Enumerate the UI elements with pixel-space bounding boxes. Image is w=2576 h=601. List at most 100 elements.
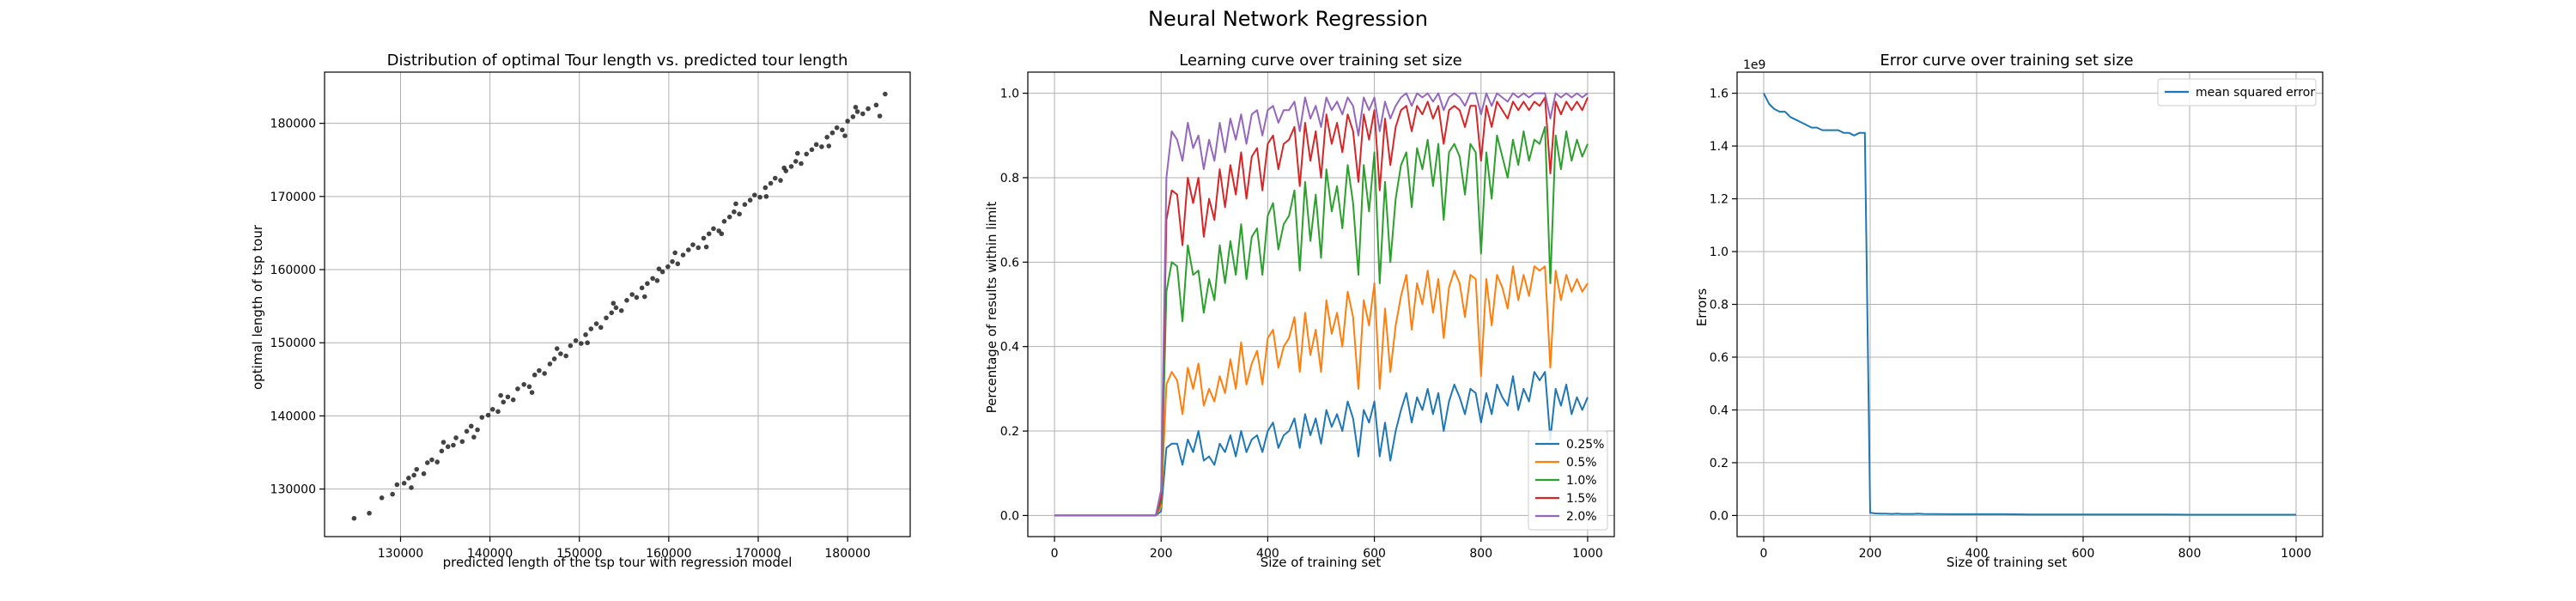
- scatter-point: [604, 315, 609, 321]
- scatter-point: [670, 258, 675, 264]
- scatter-point: [401, 481, 407, 486]
- scatter-point: [409, 485, 414, 490]
- x-tick-label: 180000: [824, 547, 870, 561]
- scatter-point: [585, 340, 590, 346]
- y-tick-label: 160000: [270, 264, 316, 277]
- y-tick-label: 130000: [270, 483, 316, 497]
- scatter-point: [479, 415, 485, 420]
- scatter-point: [609, 310, 615, 316]
- y-tick-label: 1.2: [1710, 193, 1728, 207]
- scatter-point: [498, 392, 503, 398]
- y-tick-label: 0.0: [1000, 509, 1019, 523]
- scatter-point: [711, 226, 716, 232]
- scatter-point: [659, 269, 665, 275]
- scatter-point: [542, 371, 547, 376]
- learning-curve-x-label: Size of training set: [1261, 555, 1382, 570]
- scatter-point: [732, 209, 737, 215]
- x-tick-label: 150000: [556, 547, 602, 561]
- scatter-point: [434, 459, 440, 464]
- scatter-point: [394, 482, 400, 488]
- series-line: [1054, 125, 1589, 517]
- scatter-point: [390, 491, 395, 497]
- scatter-point: [459, 439, 465, 445]
- x-tick-label: 200: [1859, 547, 1882, 561]
- scatter-point: [854, 109, 860, 114]
- scatter-point: [641, 294, 647, 300]
- scatter-point: [563, 353, 568, 359]
- scatter-point: [551, 356, 557, 361]
- x-tick-label: 1000: [1572, 547, 1603, 561]
- scatter-point: [877, 113, 883, 118]
- scatter-point: [672, 250, 677, 256]
- error-curve-y-label: Errors: [1694, 288, 1710, 327]
- scatter-point: [475, 427, 480, 433]
- plot-frame: [324, 71, 911, 537]
- scatter-point: [721, 219, 727, 224]
- scatter-point: [568, 343, 574, 349]
- scatter-point: [795, 150, 800, 156]
- series-line: [1054, 265, 1589, 517]
- scatter-point: [656, 266, 662, 271]
- scatter-point: [685, 247, 691, 252]
- y-tick-label: 0.8: [1000, 172, 1019, 185]
- scatter-point: [453, 435, 459, 440]
- x-tick-label: 800: [2178, 547, 2202, 561]
- y-tick-label: 1.0: [1710, 246, 1728, 259]
- scatter-point: [680, 252, 686, 258]
- scatter-panel: Distribution of optimal Tour length vs. …: [250, 52, 911, 570]
- scatter-point: [778, 178, 783, 183]
- y-tick-label: 0.4: [1000, 341, 1019, 355]
- x-tick-label: 600: [1363, 547, 1386, 561]
- y-tick-label: 0.6: [1000, 256, 1019, 270]
- legend-box: [1528, 430, 1608, 531]
- scatter-point: [505, 394, 511, 400]
- scatter-point: [829, 130, 835, 136]
- x-tick-label: 1000: [2281, 547, 2312, 561]
- x-tick-label: 140000: [467, 547, 513, 561]
- scatter-point: [526, 384, 532, 390]
- series-line: [1054, 92, 1589, 517]
- scatter-point: [701, 235, 707, 241]
- scatter-point: [747, 197, 753, 203]
- figure-title: Neural Network Regression: [1148, 7, 1428, 31]
- scatter-point: [824, 135, 829, 140]
- scatter-point: [696, 245, 702, 251]
- scatter-point: [719, 231, 725, 237]
- y-tick-label: 150000: [270, 337, 316, 350]
- scatter-point: [414, 466, 420, 472]
- scatter-point: [537, 367, 542, 373]
- scatter-point: [737, 211, 742, 217]
- scatter-y-label: optimal length of tsp tour: [250, 224, 265, 390]
- legend: mean squared error: [2157, 78, 2317, 106]
- scatter-point: [573, 337, 579, 343]
- scatter-point: [690, 242, 696, 247]
- scatter-point: [510, 397, 516, 403]
- scatter-point: [501, 399, 507, 405]
- error-curve-plot-area: 0 200 400 600 800 1000 0.0 0.2 0.4 0.6 0.8 1.0 1.2 1.…: [1710, 71, 2324, 561]
- scatter-point: [440, 440, 447, 445]
- scatter-point: [726, 214, 732, 220]
- scatter-point: [495, 409, 501, 415]
- scatter-point: [521, 381, 526, 387]
- scatter-x-label: predicted length of the tsp tour with re…: [443, 555, 793, 570]
- scatter-point: [598, 325, 604, 331]
- scatter-point: [819, 144, 824, 149]
- scatter-point: [547, 361, 553, 367]
- scatter-point: [703, 244, 709, 250]
- y-tick-label: 0.6: [1710, 351, 1728, 365]
- error-curve-x-label: Size of training set: [1947, 555, 2068, 570]
- x-tick-label: 170000: [735, 547, 781, 561]
- scatter-point: [411, 472, 416, 478]
- y-tick-label: 180000: [270, 118, 316, 131]
- scatter-point: [611, 300, 617, 307]
- scatter-point: [793, 159, 799, 164]
- scatter-point: [654, 278, 660, 283]
- scatter-point: [781, 165, 787, 171]
- y-tick-label: 0.4: [1710, 404, 1728, 417]
- legend-label: 1.0%: [1566, 474, 1597, 488]
- scatter-point: [650, 276, 655, 282]
- x-tick-label: 0: [1760, 547, 1768, 561]
- scatter-point: [840, 127, 845, 133]
- scatter-point: [866, 106, 871, 112]
- scatter-point: [860, 111, 866, 117]
